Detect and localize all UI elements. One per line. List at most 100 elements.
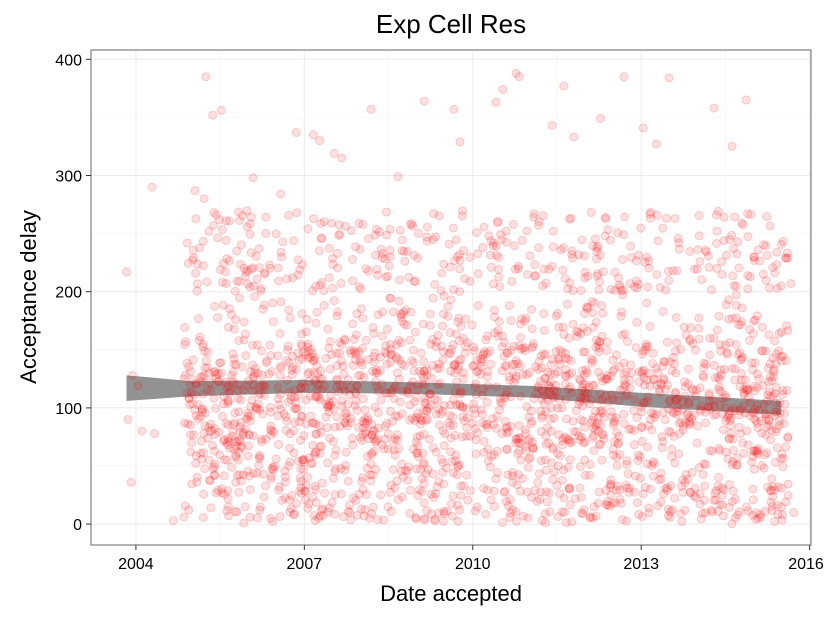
data-point	[488, 279, 498, 289]
data-point	[351, 242, 361, 252]
data-point	[745, 336, 754, 345]
data-point	[362, 463, 372, 473]
data-point	[313, 392, 323, 402]
data-point	[256, 502, 265, 512]
data-point	[667, 452, 677, 462]
data-point	[303, 347, 313, 356]
data-point	[592, 254, 601, 264]
data-point	[685, 420, 695, 429]
data-point	[301, 419, 311, 429]
data-point	[385, 252, 395, 262]
data-point	[191, 458, 201, 468]
data-point	[406, 485, 415, 495]
data-point	[287, 370, 297, 380]
data-point	[719, 485, 729, 495]
data-point	[241, 351, 251, 361]
data-point	[731, 281, 741, 291]
data-point	[390, 383, 400, 393]
data-point	[329, 148, 339, 158]
data-point	[449, 285, 459, 295]
data-point	[643, 342, 653, 352]
data-point	[612, 461, 622, 471]
data-point	[743, 506, 753, 516]
data-point	[594, 487, 604, 497]
data-point	[637, 407, 646, 417]
data-point	[371, 368, 381, 378]
data-point	[496, 230, 506, 240]
data-point	[182, 238, 192, 248]
data-point	[574, 250, 584, 260]
data-point	[301, 480, 311, 490]
data-point	[323, 507, 333, 517]
data-point	[456, 354, 465, 364]
data-point	[239, 317, 249, 327]
data-point	[402, 466, 412, 476]
data-point	[271, 454, 281, 464]
data-point	[749, 381, 759, 391]
data-point	[645, 209, 655, 219]
data-point	[727, 460, 737, 470]
data-point	[293, 456, 303, 466]
data-point	[776, 352, 786, 362]
data-point	[381, 388, 390, 398]
data-point	[439, 259, 449, 269]
data-point	[231, 360, 241, 370]
data-point	[300, 486, 310, 496]
data-point	[382, 418, 392, 428]
data-point	[529, 209, 539, 219]
data-point	[723, 454, 733, 464]
data-point	[684, 399, 694, 409]
data-point	[245, 416, 255, 426]
data-point	[642, 298, 652, 308]
data-point	[234, 487, 244, 497]
data-point	[340, 221, 350, 231]
data-point	[306, 344, 316, 354]
data-point	[656, 474, 666, 484]
data-point	[438, 355, 448, 365]
data-point	[592, 243, 602, 253]
data-point	[516, 333, 526, 342]
data-point	[751, 515, 761, 525]
data-point	[508, 477, 518, 487]
data-point	[315, 449, 325, 458]
data-point	[489, 312, 499, 322]
data-point	[408, 221, 418, 231]
data-point	[646, 408, 656, 418]
data-point	[276, 297, 286, 307]
data-point	[697, 275, 707, 285]
data-point	[274, 400, 284, 410]
data-point	[190, 390, 200, 400]
data-point	[385, 245, 395, 255]
data-point	[468, 418, 477, 428]
data-point	[296, 483, 306, 493]
data-point	[180, 501, 190, 511]
data-point	[357, 436, 367, 445]
data-point	[248, 373, 258, 383]
data-point	[618, 290, 628, 300]
data-point	[383, 444, 393, 454]
data-point	[202, 277, 212, 287]
data-point	[229, 444, 239, 454]
data-point	[771, 427, 781, 437]
data-point	[603, 500, 613, 510]
data-point	[276, 361, 285, 371]
data-point	[602, 346, 612, 355]
data-point	[672, 266, 682, 276]
data-point	[577, 508, 587, 518]
data-point	[312, 360, 322, 370]
data-point	[428, 360, 438, 370]
data-point	[399, 307, 409, 317]
data-point	[387, 385, 397, 395]
data-point	[248, 281, 258, 291]
data-point	[330, 509, 340, 519]
data-point	[449, 104, 459, 114]
data-point	[503, 501, 513, 511]
data-point	[504, 301, 514, 311]
data-point	[745, 272, 755, 282]
data-point	[526, 419, 536, 429]
data-point	[591, 421, 601, 431]
data-point	[481, 509, 491, 519]
data-point	[511, 374, 521, 384]
data-point	[200, 408, 210, 418]
data-point	[562, 299, 572, 309]
